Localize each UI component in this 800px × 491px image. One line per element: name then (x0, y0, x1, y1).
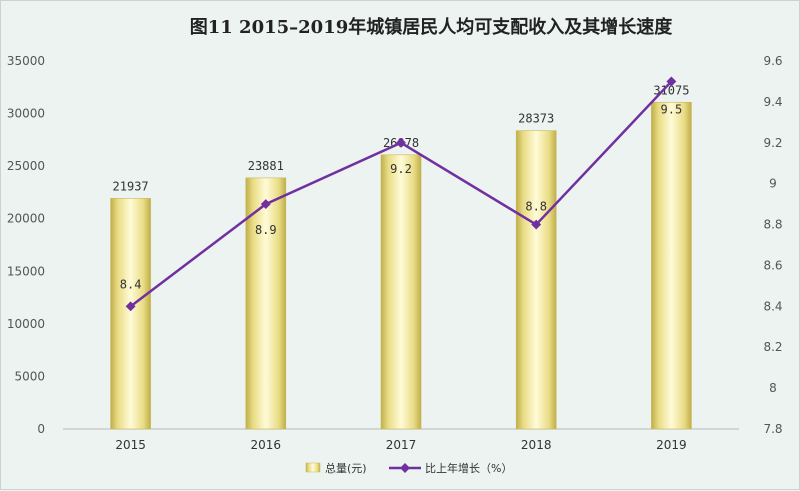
bar (380, 154, 422, 430)
left-tick-label: 15000 (7, 264, 45, 278)
x-tick-label: 2017 (386, 438, 417, 452)
right-tick-label: 8.6 (763, 258, 782, 272)
legend: 总量(元) 比上年增长（%） (305, 461, 512, 475)
right-tick-label: 8.2 (763, 340, 782, 354)
x-axis: 2015 2016 2017 2018 2019 (63, 428, 739, 452)
right-tick-label: 9 (769, 177, 777, 191)
x-tick-label: 2015 (115, 438, 146, 452)
bar (651, 101, 692, 430)
bar (245, 177, 287, 430)
legend-bar-label: 总量(元) (325, 461, 367, 475)
left-tick-label: 30000 (7, 107, 45, 121)
right-tick-label: 9.2 (763, 136, 782, 150)
line-point-marker (260, 199, 271, 210)
x-tick-label: 2018 (521, 438, 552, 452)
right-tick-label: 8 (769, 381, 777, 395)
left-tick-label: 10000 (7, 317, 45, 331)
left-tick-label: 20000 (7, 212, 45, 226)
line-series: 8.4 8.9 9.2 8.8 9.5 (120, 76, 683, 312)
x-tick-label: 2016 (251, 438, 282, 452)
right-tick-label: 9.6 (763, 54, 782, 68)
line-value-label: 8.9 (255, 223, 277, 237)
right-tick-label: 8.8 (763, 218, 782, 232)
legend-bar-swatch (305, 462, 321, 473)
bar-value-label: 21937 (113, 179, 149, 193)
bar-series: 2193723881260782837331075 (110, 83, 692, 430)
left-tick-label: 35000 (7, 54, 45, 68)
left-tick-label: 25000 (7, 159, 45, 173)
bar (515, 130, 557, 430)
bar-value-label: 23881 (248, 159, 284, 173)
right-tick-label: 9.4 (763, 95, 782, 109)
legend-line-label: 比上年增长（%） (425, 461, 512, 475)
right-axis: 7.8 8 8.2 8.4 8.6 8.8 9 9.2 9.4 9.6 (763, 54, 782, 436)
line-value-label: 9.2 (390, 162, 412, 176)
right-tick-label: 8.4 (763, 299, 782, 313)
right-tick-label: 7.8 (763, 422, 782, 436)
left-tick-label: 0 (37, 422, 45, 436)
line-value-label: 9.5 (661, 102, 683, 116)
line-point-marker (666, 76, 677, 87)
line-value-label: 8.8 (525, 200, 547, 214)
bar (110, 198, 151, 430)
chart-title: 图11 2015–2019年城镇居民人均可支配收入及其增长速度 (190, 16, 674, 38)
left-axis: 0 5000 10000 15000 20000 25000 30000 35000 (7, 54, 45, 436)
line-point-marker (396, 137, 406, 148)
legend-line-marker (400, 463, 410, 473)
left-tick-label: 5000 (14, 369, 45, 383)
line-value-label: 8.4 (120, 277, 142, 291)
bar-value-label: 31075 (653, 83, 689, 97)
bar-value-label: 28373 (518, 112, 554, 126)
x-tick-label: 2019 (656, 438, 687, 452)
line-point-marker (531, 219, 542, 230)
